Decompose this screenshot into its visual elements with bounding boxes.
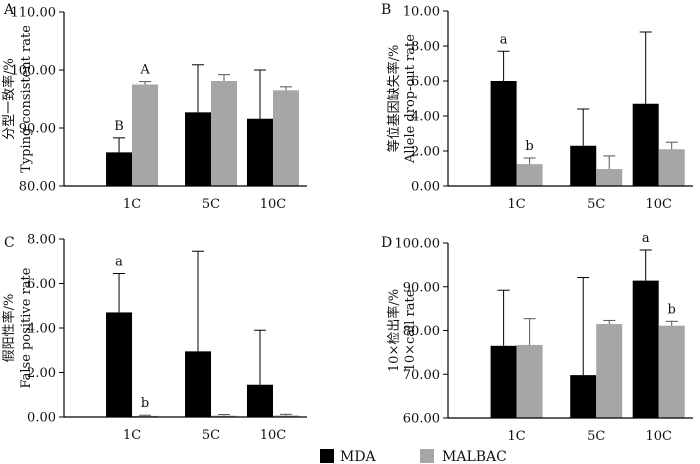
significance-letter: b [668,302,676,317]
y-axis-label: Allele drop-out rate [403,34,418,164]
significance-letter: b [141,396,149,411]
bar-mda-10c [246,384,273,417]
bar-malbac-5c [211,415,238,417]
x-tick-label: 1C [123,428,141,443]
bar-malbac-10c [658,149,685,186]
y-tick-label: 80.00 [19,180,56,195]
bar-malbac-10c [272,415,299,417]
y-axis-label: False positive rate [19,267,34,388]
y-tick-label: 6.00 [27,277,56,292]
panel-b: B 等位基因缺失率/% Allele drop-out rate 1C 5C 10C a b 0… [381,2,693,212]
legend-swatch [420,449,434,463]
bar-malbac-10c [272,90,299,186]
y-tick-label: 100.00 [11,64,57,79]
x-tick-label: 5C [202,428,220,443]
y-axis-label: 等位基因缺失率/% [386,45,402,153]
y-tick-label: 110.00 [11,6,57,21]
bar-malbac-5c [596,323,623,418]
significance-letter: b [525,139,533,154]
panel-letter: C [4,235,15,251]
legend-swatch [320,449,334,463]
significance-letter: A [139,63,150,78]
y-tick-label: 8.00 [411,40,440,55]
y-tick-label: 100.00 [395,237,441,252]
bar-mda-5c [570,375,597,418]
y-tick-label: 4.00 [27,322,56,337]
x-tick-label: 5C [202,197,220,212]
bar-malbac-5c [596,169,623,186]
bar-mda-10c [632,103,659,186]
legend: MDA MALBAC [320,449,507,464]
y-tick-label: 90.00 [19,122,56,137]
bar-malbac-10c [658,325,685,418]
y-axis-label: Typing consistent rate [19,25,34,173]
bar-malbac-5c [211,81,238,186]
y-tick-label: 80.00 [403,324,440,339]
x-tick-label: 1C [507,197,525,212]
x-tick-label: 1C [507,429,525,444]
bar-mda-5c [185,112,212,186]
y-tick-label: 10.00 [403,5,440,20]
x-tick-label: 1C [123,197,141,212]
y-tick-label: 0.00 [411,180,440,195]
bar-malbac-1c [516,344,543,418]
bar-mda-1c [106,152,133,186]
legend-label: MALBAC [442,449,507,464]
bar-mda-1c [106,312,133,417]
y-axis-label: 10×检出率/% [386,289,402,372]
panel-d: D 10×检出率/% 10×call rate 1C 5C 10C a b 60.00 70.00… [381,231,693,444]
x-tick-label: 10C [645,197,672,212]
bar-mda-5c [185,351,212,417]
panel-letter: D [381,235,392,251]
y-axis-label: 假阳性率/% [1,294,17,363]
bar-malbac-1c [516,164,543,186]
y-tick-label: 2.00 [411,145,440,160]
x-tick-label: 10C [260,197,287,212]
bar-mda-5c [570,145,597,186]
y-tick-label: 4.00 [411,110,440,125]
bar-mda-10c [632,280,659,418]
bar-mda-1c [490,345,517,418]
bar-mda-10c [246,118,273,186]
panel-a: A 分型一致率/% Typing consistent rate 1C 5C 10C B A 8… [1,2,307,212]
y-tick-label: 90.00 [403,280,440,295]
x-tick-label: 10C [645,429,672,444]
significance-letter: a [500,32,508,47]
bar-mda-1c [490,81,517,186]
significance-letter: B [114,119,124,134]
bar-malbac-1c [132,84,159,186]
y-tick-label: 0.00 [27,411,56,426]
panel-c: C 假阳性率/% False positive rate 1C 5C 10C a b 0.00 2… [1,233,307,443]
y-tick-label: 2.00 [27,366,56,381]
x-tick-label: 5C [587,429,605,444]
significance-letter: a [115,254,123,269]
panel-letter: B [381,2,391,18]
y-axis-label: 分型一致率/% [1,58,17,140]
y-axis-label: 10×call rate [403,289,418,371]
x-tick-label: 5C [587,197,605,212]
legend-label: MDA [340,449,377,464]
panel-letter: A [3,2,15,18]
x-tick-label: 10C [260,428,287,443]
y-tick-label: 60.00 [403,412,440,427]
y-tick-label: 70.00 [403,368,440,383]
y-tick-label: 8.00 [27,233,56,248]
significance-letter: a [642,231,650,246]
y-tick-label: 6.00 [411,75,440,90]
